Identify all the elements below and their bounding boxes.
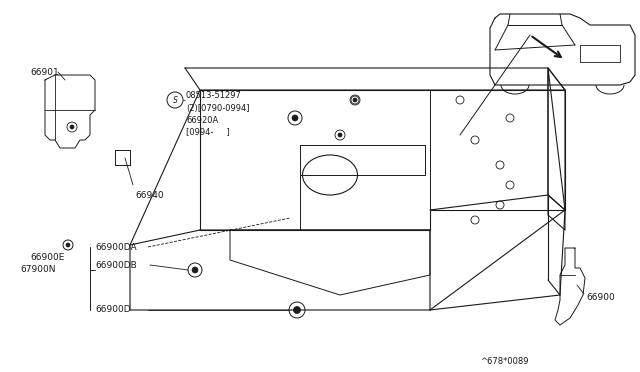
Circle shape [192, 267, 198, 273]
Text: 08513-51297: 08513-51297 [186, 90, 242, 99]
Circle shape [66, 243, 70, 247]
Text: [0994-     ]: [0994- ] [186, 128, 230, 137]
Text: S: S [173, 96, 177, 105]
Circle shape [70, 125, 74, 129]
Text: 66900D: 66900D [95, 305, 131, 314]
Text: 66900DB: 66900DB [95, 260, 137, 269]
Circle shape [353, 98, 357, 102]
Circle shape [338, 133, 342, 137]
Circle shape [292, 115, 298, 121]
Circle shape [294, 307, 301, 314]
Text: 66900E: 66900E [30, 253, 65, 263]
Text: (2)[0790-0994]: (2)[0790-0994] [186, 103, 250, 112]
Text: 66900: 66900 [586, 294, 615, 302]
Text: 66900DA: 66900DA [95, 243, 136, 251]
Text: 66940: 66940 [135, 190, 164, 199]
Text: ^678*0089: ^678*0089 [480, 357, 529, 366]
Text: 66901: 66901 [30, 67, 59, 77]
Text: 66920A: 66920A [186, 115, 218, 125]
Text: 67900N: 67900N [20, 266, 56, 275]
